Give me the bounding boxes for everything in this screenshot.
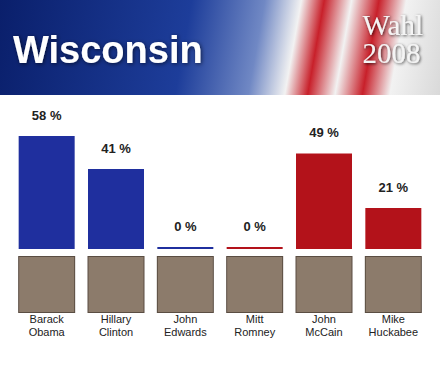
svg-text:Wahl: Wahl bbox=[362, 9, 423, 41]
svg-text:Mitt: Mitt bbox=[246, 313, 264, 325]
svg-text:Mike: Mike bbox=[382, 313, 405, 325]
svg-text:41 %: 41 % bbox=[101, 141, 131, 156]
svg-text:John: John bbox=[312, 313, 336, 325]
svg-text:2008: 2008 bbox=[363, 37, 421, 69]
svg-text:Huckabee: Huckabee bbox=[369, 326, 419, 338]
svg-text:Hillary: Hillary bbox=[101, 313, 132, 325]
svg-text:McCain: McCain bbox=[305, 326, 342, 338]
svg-text:Edwards: Edwards bbox=[164, 326, 207, 338]
svg-text:0 %: 0 % bbox=[174, 219, 197, 234]
svg-text:Wisconsin: Wisconsin bbox=[13, 29, 203, 71]
svg-text:58 %: 58 % bbox=[32, 108, 62, 123]
svg-text:Romney: Romney bbox=[234, 326, 275, 338]
svg-text:0 %: 0 % bbox=[243, 219, 266, 234]
svg-text:Obama: Obama bbox=[29, 326, 66, 338]
svg-text:21 %: 21 % bbox=[379, 180, 409, 195]
svg-text:John: John bbox=[173, 313, 197, 325]
svg-text:Clinton: Clinton bbox=[99, 326, 133, 338]
svg-text:Barack: Barack bbox=[30, 313, 65, 325]
svg-text:49 %: 49 % bbox=[309, 125, 339, 140]
